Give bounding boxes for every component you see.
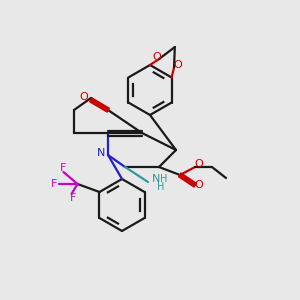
Text: N: N — [97, 148, 105, 158]
Text: F: F — [70, 193, 77, 203]
Text: O: O — [80, 92, 88, 102]
Text: O: O — [195, 180, 203, 190]
Text: O: O — [174, 60, 182, 70]
Text: F: F — [51, 179, 58, 189]
Text: O: O — [195, 159, 203, 169]
Text: N: N — [152, 174, 160, 184]
Text: F: F — [60, 163, 67, 173]
Text: H: H — [160, 174, 168, 184]
Text: H: H — [157, 182, 165, 192]
Text: O: O — [152, 52, 161, 62]
